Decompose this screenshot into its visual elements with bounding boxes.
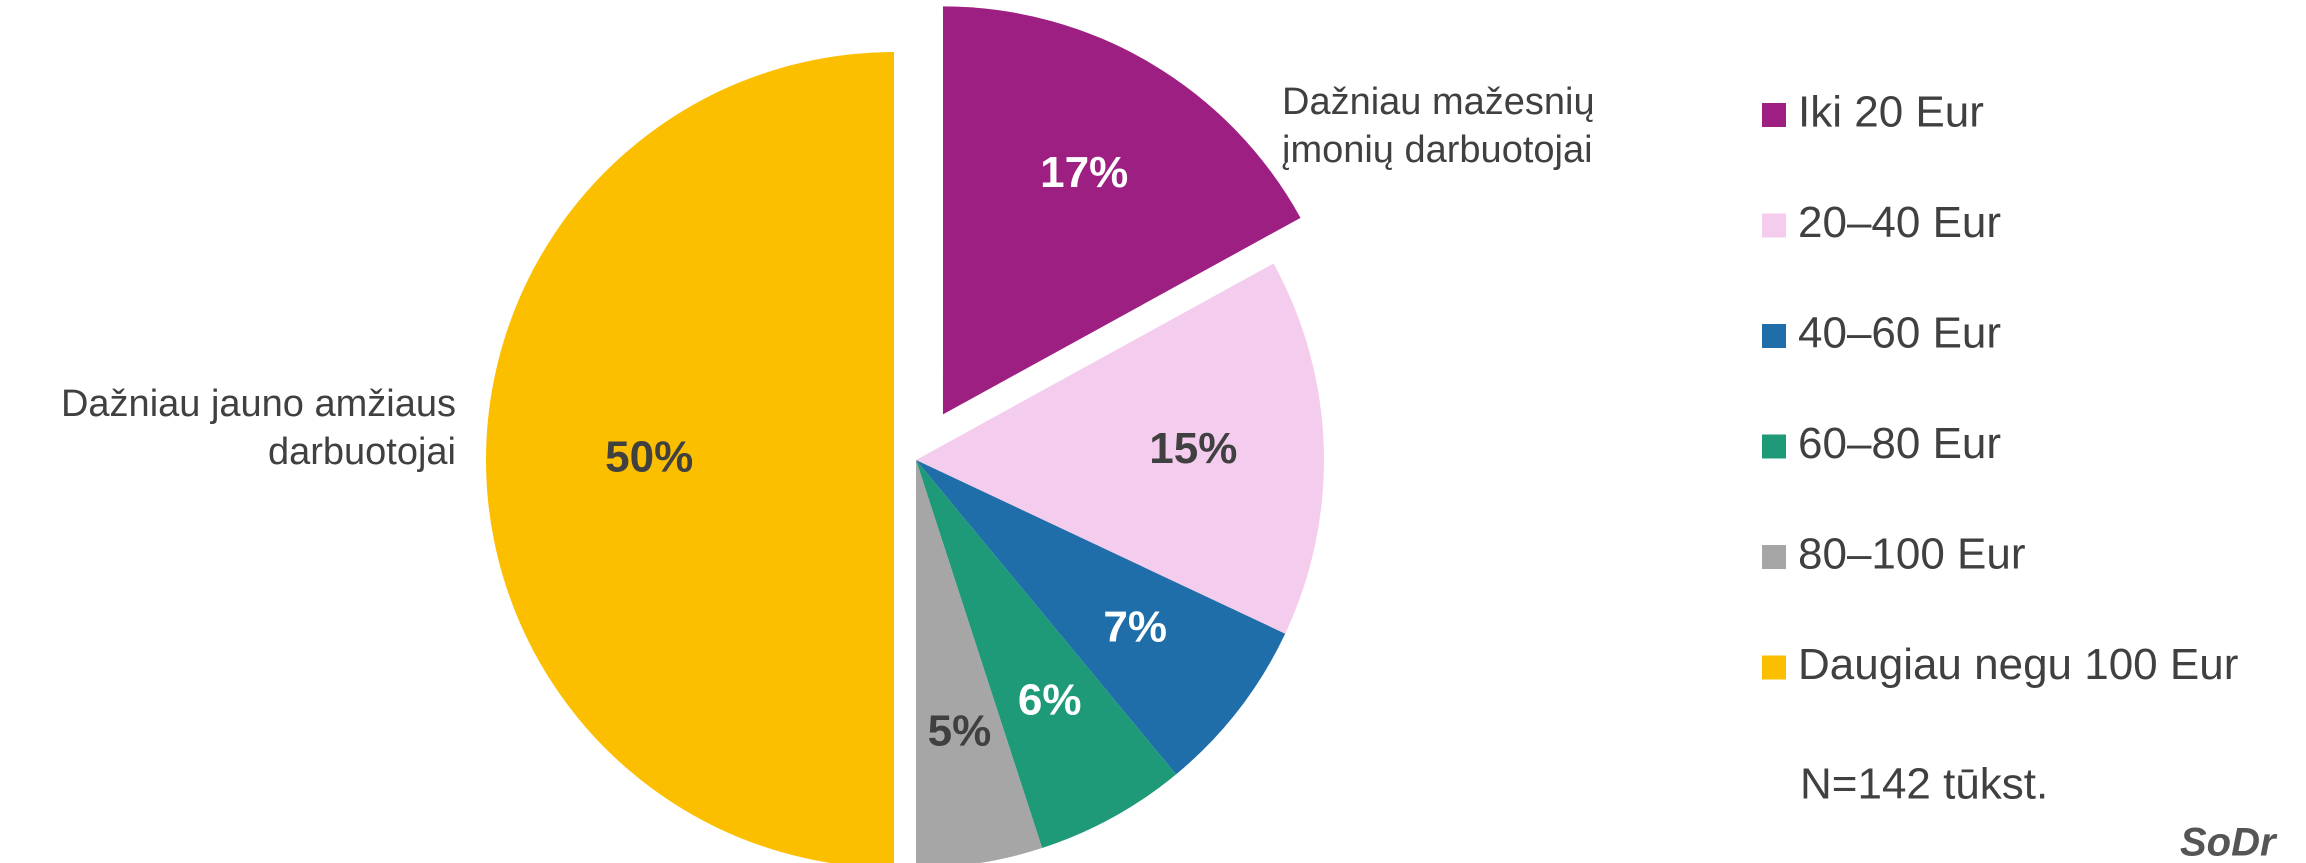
pie-slice bbox=[916, 460, 1286, 775]
legend-label: Iki 20 Eur bbox=[1798, 88, 1984, 137]
pie-slice bbox=[486, 52, 894, 863]
annotation: Dažniau jauno amžiaus bbox=[61, 383, 456, 425]
legend-label: 60–80 Eur bbox=[1798, 419, 2001, 468]
annotation: darbuotojai bbox=[268, 431, 456, 473]
legend-swatch bbox=[1762, 324, 1786, 348]
annotation: Dažniau mažesnių bbox=[1282, 81, 1595, 123]
pie-slice bbox=[942, 6, 1301, 415]
data-label: 6% bbox=[1018, 676, 1082, 725]
legend-swatch bbox=[1762, 103, 1786, 127]
data-label: 5% bbox=[928, 707, 992, 756]
annotation: įmonių darbuotojai bbox=[1282, 129, 1593, 171]
legend-swatch bbox=[1762, 545, 1786, 569]
legend-label: Daugiau negu 100 Eur bbox=[1798, 640, 2238, 689]
data-label: 15% bbox=[1149, 424, 1237, 473]
data-label: 17% bbox=[1040, 148, 1128, 197]
legend-label: 40–60 Eur bbox=[1798, 309, 2001, 358]
legend-swatch bbox=[1762, 213, 1786, 238]
legend-swatch bbox=[1762, 434, 1786, 459]
logo: SoDr bbox=[2180, 821, 2278, 863]
legend-label: 20–40 Eur bbox=[1798, 198, 2001, 247]
pie-slice bbox=[916, 460, 1177, 849]
pie-slice bbox=[916, 263, 1324, 634]
note: N=142 tūkst. bbox=[1800, 760, 2048, 809]
pie-slice bbox=[916, 460, 1043, 863]
legend-swatch bbox=[1762, 655, 1786, 680]
data-label: 7% bbox=[1103, 603, 1167, 652]
data-label: 50% bbox=[605, 433, 693, 482]
legend-label: 80–100 Eur bbox=[1798, 530, 2026, 579]
